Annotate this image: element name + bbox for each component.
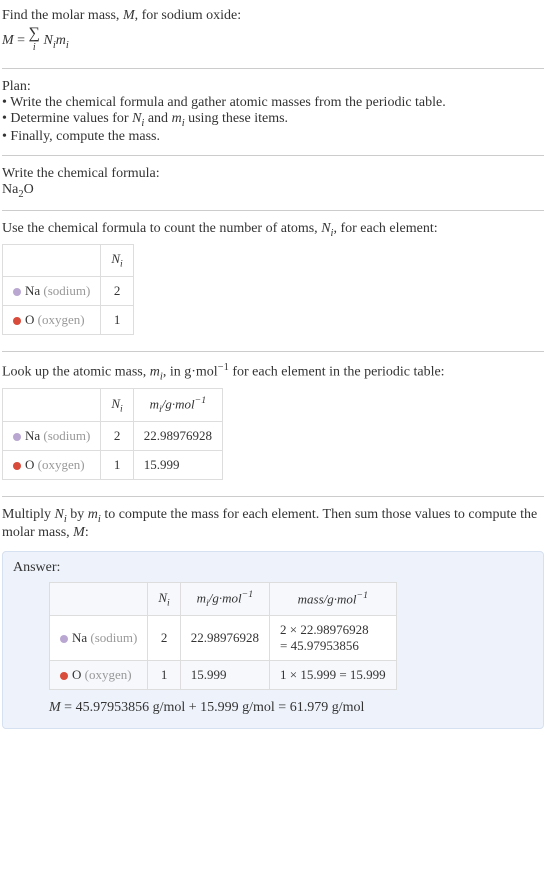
divider xyxy=(2,68,544,69)
table-row: O (oxygen) 1 xyxy=(3,305,134,334)
final-answer-line: M = 45.97953856 g/mol + 15.999 g/mol = 6… xyxy=(49,700,533,716)
n-cell: 1 xyxy=(101,305,133,334)
divider xyxy=(2,155,544,156)
sigma-sub: i xyxy=(33,42,36,53)
n-cell: 2 xyxy=(101,422,133,451)
count-block: Use the chemical formula to count the nu… xyxy=(2,217,544,345)
divider xyxy=(2,496,544,497)
eq-term: Nimi xyxy=(43,33,68,48)
divider xyxy=(2,351,544,352)
element-dot-icon xyxy=(13,462,21,470)
multiply-text: Multiply Ni by mi to compute the mass fo… xyxy=(2,507,544,541)
sigma-symbol: ∑ xyxy=(29,25,40,42)
element-cell: Na (sodium) xyxy=(3,422,101,451)
multiply-block: Multiply Ni by mi to compute the mass fo… xyxy=(2,503,544,545)
n-cell: 2 xyxy=(101,276,133,305)
molar-mass-equation: M = ∑ i Nimi xyxy=(2,24,544,58)
lookup-title: Look up the atomic mass, mi, in g·mol−1 … xyxy=(2,362,544,382)
table-row: Na (sodium) 2 22.98976928 2 × 22.9897692… xyxy=(50,616,397,661)
plan-bullet: • Determine values for Ni and mi using t… xyxy=(2,111,544,129)
answer-box: Answer: Ni mi/g·mol−1 mass/g·mol−1 Na (s… xyxy=(2,551,544,729)
table-row: Na (sodium) 2 22.98976928 xyxy=(3,422,223,451)
m-cell: 22.98976928 xyxy=(133,422,222,451)
table-header-row: Ni mi/g·mol−1 xyxy=(3,389,223,422)
chem-formula: Na2O xyxy=(2,182,544,200)
lookup-block: Look up the atomic mass, mi, in g·mol−1 … xyxy=(2,358,544,490)
element-cell: Na (sodium) xyxy=(50,616,148,661)
col-mi: mi/g·mol−1 xyxy=(180,583,269,616)
intro-block: Find the molar mass, M, for sodium oxide… xyxy=(2,4,544,62)
n-cell: 1 xyxy=(148,661,180,690)
divider xyxy=(2,210,544,211)
col-Ni: Ni xyxy=(101,245,133,277)
element-cell: O (oxygen) xyxy=(3,305,101,334)
chem-formula-title: Write the chemical formula: xyxy=(2,166,544,182)
col-mi: mi/g·mol−1 xyxy=(133,389,222,422)
text: Find the molar mass, xyxy=(2,8,123,23)
m-cell: 15.999 xyxy=(180,661,269,690)
table-row: Na (sodium) 2 xyxy=(3,276,134,305)
element-dot-icon xyxy=(60,672,68,680)
element-dot-icon xyxy=(60,635,68,643)
var-M: M xyxy=(123,8,135,23)
count-title: Use the chemical formula to count the nu… xyxy=(2,221,544,239)
element-dot-icon xyxy=(13,317,21,325)
lookup-table: Ni mi/g·mol−1 Na (sodium) 2 22.98976928 … xyxy=(2,388,223,480)
plan-block: Plan: • Write the chemical formula and g… xyxy=(2,75,544,149)
col-Ni: Ni xyxy=(148,583,180,616)
element-cell: O (oxygen) xyxy=(3,451,101,480)
table-row: O (oxygen) 1 15.999 1 × 15.999 = 15.999 xyxy=(50,661,397,690)
count-table: Ni Na (sodium) 2 O (oxygen) 1 xyxy=(2,244,134,335)
empty-header xyxy=(3,245,101,277)
m-cell: 15.999 xyxy=(133,451,222,480)
element-cell: Na (sodium) xyxy=(3,276,101,305)
intro-line: Find the molar mass, M, for sodium oxide… xyxy=(2,8,544,24)
plan-title: Plan: xyxy=(2,79,544,95)
m-cell: 22.98976928 xyxy=(180,616,269,661)
text: , for sodium oxide: xyxy=(135,8,242,23)
answer-table: Ni mi/g·mol−1 mass/g·mol−1 Na (sodium) 2… xyxy=(49,582,397,690)
table-header-row: Ni mi/g·mol−1 mass/g·mol−1 xyxy=(50,583,397,616)
n-cell: 1 xyxy=(101,451,133,480)
mass-cell: 2 × 22.98976928= 45.97953856 xyxy=(270,616,397,661)
col-mass: mass/g·mol−1 xyxy=(270,583,397,616)
answer-label: Answer: xyxy=(13,560,533,576)
empty-header xyxy=(50,583,148,616)
col-Ni: Ni xyxy=(101,389,133,422)
element-cell: O (oxygen) xyxy=(50,661,148,690)
plan-bullet: • Finally, compute the mass. xyxy=(2,129,544,145)
empty-header xyxy=(3,389,101,422)
table-header-row: Ni xyxy=(3,245,134,277)
table-row: O (oxygen) 1 15.999 xyxy=(3,451,223,480)
element-dot-icon xyxy=(13,288,21,296)
element-dot-icon xyxy=(13,433,21,441)
n-cell: 2 xyxy=(148,616,180,661)
mass-cell: 1 × 15.999 = 15.999 xyxy=(270,661,397,690)
plan-bullet: • Write the chemical formula and gather … xyxy=(2,95,544,111)
eq-M: M xyxy=(2,33,14,48)
chem-formula-block: Write the chemical formula: Na2O xyxy=(2,162,544,204)
eq-equals: = xyxy=(14,33,29,48)
